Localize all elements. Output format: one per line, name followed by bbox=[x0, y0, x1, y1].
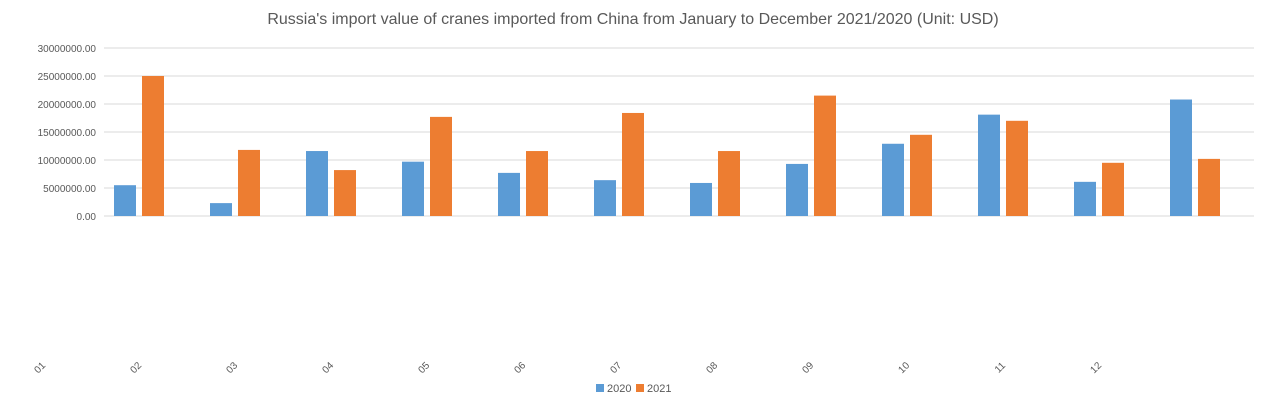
y-tick-label: 0.00 bbox=[77, 212, 97, 223]
x-tick-label: 04 bbox=[320, 360, 336, 376]
x-tick-label: 10 bbox=[896, 360, 912, 376]
bar-2021-05 bbox=[526, 151, 548, 216]
bar-2020-11 bbox=[1074, 181, 1096, 216]
gridlines bbox=[104, 47, 1254, 217]
x-tick-label: 06 bbox=[512, 360, 528, 376]
y-tick-label: 15000000.00 bbox=[38, 128, 97, 139]
x-tick-label: 09 bbox=[800, 360, 816, 376]
y-tick-label: 30000000.00 bbox=[38, 44, 97, 55]
y-tick-label: 5000000.00 bbox=[43, 184, 96, 195]
legend-swatch-2020 bbox=[596, 384, 604, 392]
bar-2020-09 bbox=[882, 143, 904, 216]
chart-title: Russia's import value of cranes imported… bbox=[267, 11, 998, 28]
y-tick-label: 20000000.00 bbox=[38, 100, 97, 111]
bar-2021-10 bbox=[1006, 120, 1028, 216]
bar-2020-02 bbox=[210, 203, 232, 216]
bar-2020-03 bbox=[306, 151, 328, 216]
bar-2020-08 bbox=[786, 163, 808, 216]
bar-2021-04 bbox=[430, 116, 452, 216]
bar-2020-01 bbox=[114, 185, 136, 216]
bars bbox=[114, 76, 1220, 216]
bar-2021-07 bbox=[718, 151, 740, 216]
bar-2021-11 bbox=[1102, 162, 1124, 216]
bar-2020-10 bbox=[978, 114, 1000, 216]
bar-2021-02 bbox=[238, 149, 260, 216]
legend: 2020 2021 bbox=[596, 383, 671, 395]
bar-2020-07 bbox=[690, 182, 712, 216]
x-tick-label: 05 bbox=[416, 360, 432, 376]
x-axis-ticks: 01 02 03 04 05 06 07 08 09 10 11 12 bbox=[32, 360, 1104, 376]
x-tick-label: 03 bbox=[224, 360, 240, 376]
bar-2021-09 bbox=[910, 134, 932, 216]
x-tick-label: 01 bbox=[32, 360, 48, 376]
y-tick-label: 25000000.00 bbox=[38, 72, 97, 83]
x-tick-label: 02 bbox=[128, 360, 144, 376]
bar-2021-01 bbox=[142, 76, 164, 216]
bar-2021-03 bbox=[334, 170, 356, 216]
bar-2020-05 bbox=[498, 172, 520, 216]
bar-2020-04 bbox=[402, 161, 424, 216]
bar-2021-08 bbox=[814, 95, 836, 216]
x-tick-label: 07 bbox=[608, 360, 624, 376]
x-tick-label: 11 bbox=[993, 360, 1008, 375]
y-axis-ticks: 0.00 5000000.00 10000000.00 15000000.00 2000… bbox=[38, 44, 97, 223]
bar-2021-06 bbox=[622, 112, 644, 216]
x-tick-label: 08 bbox=[704, 360, 720, 376]
legend-label-2021: 2021 bbox=[647, 383, 671, 395]
x-tick-label: 12 bbox=[1088, 360, 1104, 376]
legend-swatch-2021 bbox=[636, 384, 644, 392]
bar-2021-12 bbox=[1198, 158, 1220, 216]
bar-2020-12 bbox=[1170, 99, 1192, 216]
legend-label-2020: 2020 bbox=[607, 383, 631, 395]
bar-2020-06 bbox=[594, 180, 616, 216]
y-tick-label: 10000000.00 bbox=[38, 156, 97, 167]
